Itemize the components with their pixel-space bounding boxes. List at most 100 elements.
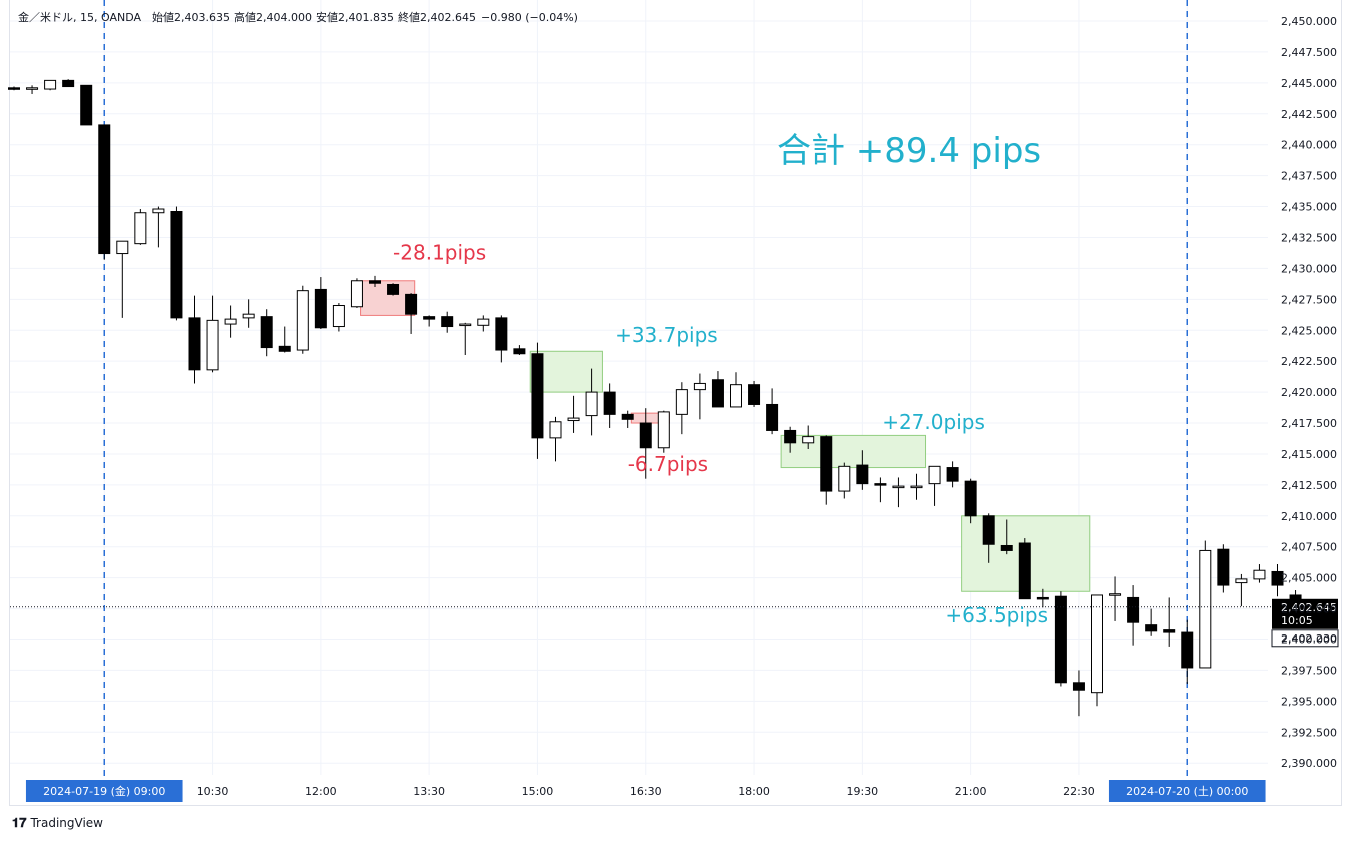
session-break-lines xyxy=(103,0,1188,778)
candle-bear xyxy=(1072,682,1085,691)
x-tick-label: 12:00 xyxy=(305,785,337,798)
price-axis[interactable]: 2,450.000 2,447.500 2,445.000 2,442.500 2,44… xyxy=(1281,15,1337,770)
symbol-header: 金／米ドル, 15, OANDA 始値2,403.635 高値2,404.000… xyxy=(18,10,578,24)
candle-bear xyxy=(946,467,959,482)
candle-bear xyxy=(188,317,201,371)
candle-bear xyxy=(8,87,20,90)
candle-bear xyxy=(1145,624,1158,632)
x-tick-label: 15:00 xyxy=(522,785,554,798)
candle-bull xyxy=(730,384,742,408)
candle-bear xyxy=(80,84,93,126)
candle-bear xyxy=(874,483,887,486)
time-axis[interactable]: 2024-07-19 (金) 09:00 10:30 12:00 13:30 15:00… xyxy=(25,780,1266,802)
candle-bull xyxy=(585,391,598,417)
y-tick-label: 2,435.000 xyxy=(1281,201,1337,214)
candle-bear xyxy=(711,379,724,408)
y-tick-label: 2,445.000 xyxy=(1281,77,1337,90)
candle-bull xyxy=(296,290,309,351)
y-tick-label: 2,412.500 xyxy=(1281,479,1337,492)
candle-bull xyxy=(477,318,490,326)
candle-bear xyxy=(766,403,779,431)
candle-bull xyxy=(928,465,941,485)
candle-bear xyxy=(369,280,381,284)
candle-bull xyxy=(1091,594,1103,694)
candle-bear xyxy=(62,79,75,88)
x-tick-label: 2024-07-20 (土) 00:00 xyxy=(1126,785,1248,798)
candle-bear xyxy=(621,413,634,420)
trade-pips-label: -6.7pips xyxy=(628,452,708,476)
candle-bear xyxy=(405,293,418,315)
trade-pips-label: +63.5pips xyxy=(945,603,1048,627)
y-tick-label: 2,430.000 xyxy=(1281,262,1337,275)
candle-bull xyxy=(459,323,472,327)
y-tick-label: 2,405.000 xyxy=(1281,572,1337,585)
candle-bear xyxy=(1054,595,1067,684)
y-tick-label: 2,450.000 xyxy=(1281,15,1337,28)
candle-bear xyxy=(1217,548,1230,586)
session-date-badge xyxy=(1108,780,1266,802)
candle-bear xyxy=(1163,629,1176,633)
change-value: −0.980 (−0.04%) xyxy=(481,11,578,24)
candle-bull xyxy=(206,319,219,371)
total-pips-label: 合計 +89.4 pips xyxy=(777,131,1041,171)
candle-bear xyxy=(1271,570,1284,586)
candle-bull xyxy=(910,485,923,489)
candle-bull xyxy=(152,208,165,214)
trade-pips-label: +33.7pips xyxy=(615,323,718,347)
candle-bear xyxy=(820,436,833,492)
x-tick-label: 2024-07-19 (金) 09:00 xyxy=(43,784,165,798)
candle-bull xyxy=(332,305,345,328)
candle-bear xyxy=(260,316,273,349)
candle-bear xyxy=(784,429,797,444)
candle-bear xyxy=(423,316,436,320)
y-tick-label: 2,425.000 xyxy=(1281,324,1337,337)
symbol-title: 金／米ドル, 15, OANDA xyxy=(18,10,141,24)
tradingview-brand[interactable]: 𝟏𝟕 TradingView xyxy=(12,816,103,831)
high-value: 高値2,404.000 xyxy=(234,10,312,24)
candle-bear xyxy=(603,391,616,415)
y-tick-label: 2,415.000 xyxy=(1281,448,1337,461)
candle-bull xyxy=(350,280,363,308)
candle-bear xyxy=(531,353,544,439)
candle-bull xyxy=(242,313,255,319)
y-tick-label: 2,447.500 xyxy=(1281,46,1337,59)
candle-bear xyxy=(639,422,652,449)
candle-bull xyxy=(892,485,905,489)
candle-bull xyxy=(567,417,580,422)
candle-bull xyxy=(693,382,706,391)
candle-bear xyxy=(387,283,400,295)
candle-bull xyxy=(1199,549,1212,669)
candle-bear xyxy=(278,345,291,352)
candle-bear xyxy=(748,384,761,405)
candle-bear xyxy=(1000,544,1013,551)
y-tick-label: 2,392.500 xyxy=(1281,726,1337,739)
trade-pips-label: -28.1pips xyxy=(393,240,486,264)
candle-bear xyxy=(441,316,454,328)
bar-countdown: 10:05 xyxy=(1281,614,1313,627)
x-tick-label: 19:30 xyxy=(846,785,878,798)
candle-bull xyxy=(802,436,815,444)
y-tick-label: 2,395.000 xyxy=(1281,695,1337,708)
candle-bear xyxy=(1181,631,1194,669)
candle-bear xyxy=(170,210,183,319)
brand-label: TradingView xyxy=(30,816,103,830)
y-tick-label: 2,402.500 xyxy=(1281,603,1337,616)
candle-bull xyxy=(657,411,670,449)
last-price-value: 2,402.645 xyxy=(1281,601,1337,614)
candle-bull xyxy=(224,318,237,325)
low-value: 安値2,401.835 xyxy=(316,10,394,24)
candle-bear xyxy=(964,480,977,517)
low-price-value: 2,402.230 xyxy=(1281,632,1337,645)
candle-bear xyxy=(982,515,995,545)
candle-bear xyxy=(495,317,508,351)
candle-bull xyxy=(549,421,562,439)
candle-bear xyxy=(856,464,869,485)
y-tick-label: 2,427.500 xyxy=(1281,293,1337,306)
trade-pips-label: +27.0pips xyxy=(882,410,985,434)
y-tick-label: 2,422.500 xyxy=(1281,355,1337,368)
grid-lines xyxy=(10,0,1268,775)
candles xyxy=(8,79,1302,717)
y-tick-label: 2,390.000 xyxy=(1281,757,1337,770)
